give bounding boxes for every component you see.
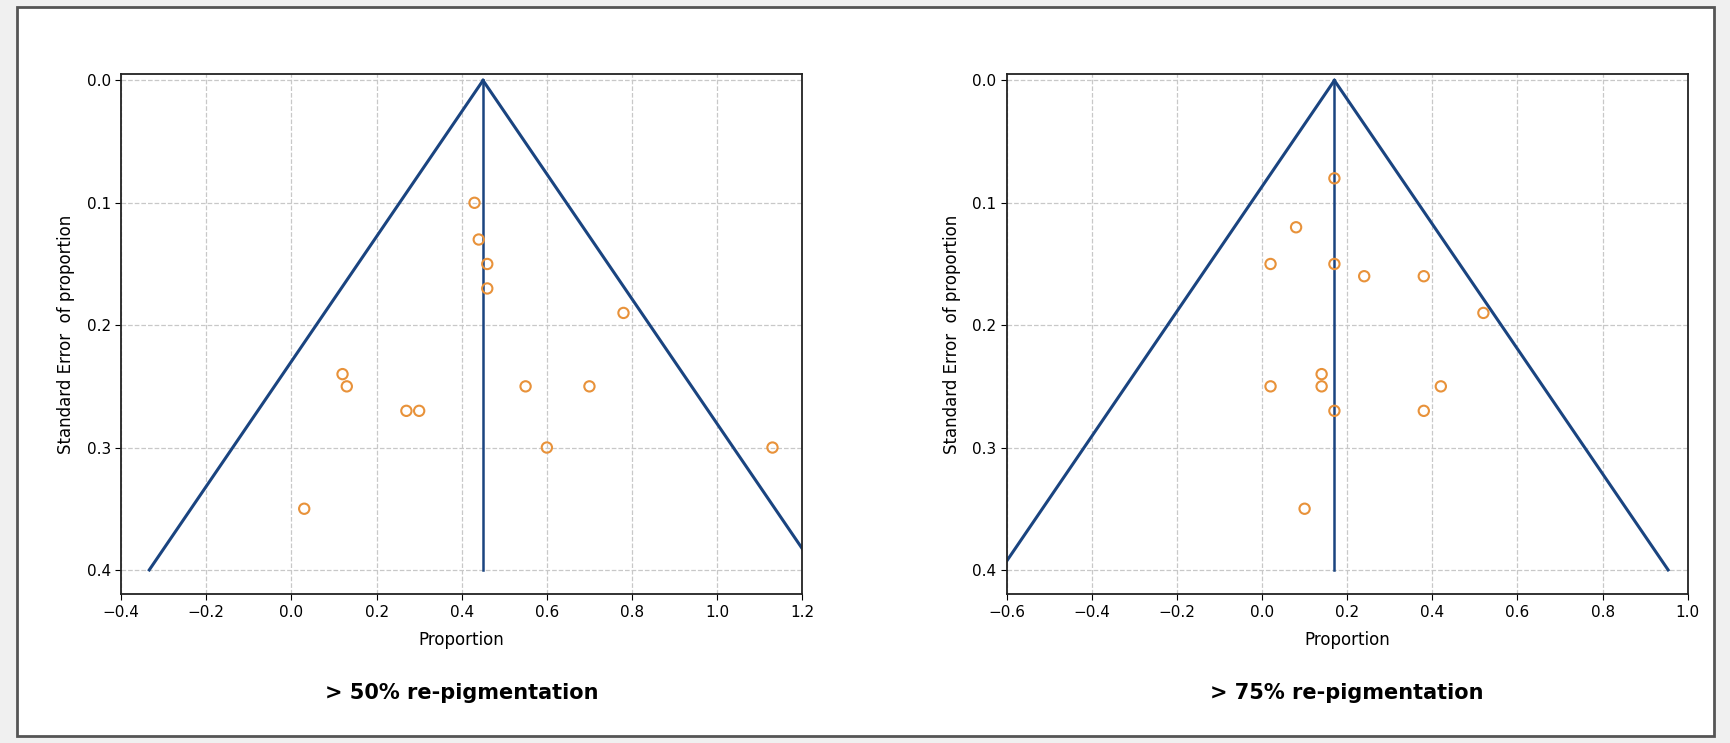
Point — [1469, 307, 1496, 319]
Point — [465, 233, 493, 245]
Point — [576, 380, 604, 392]
Point — [1256, 258, 1284, 270]
Point — [1282, 221, 1310, 233]
Point — [1308, 380, 1336, 392]
Text: > 75% re-pigmentation: > 75% re-pigmentation — [1209, 683, 1483, 703]
Point — [1256, 380, 1284, 392]
Point — [460, 197, 488, 209]
Point — [405, 405, 432, 417]
Point — [1410, 405, 1438, 417]
Point — [1349, 270, 1377, 282]
Point — [512, 380, 540, 392]
Point — [1308, 369, 1336, 380]
Point — [533, 441, 561, 453]
Point — [472, 258, 500, 270]
Point — [1320, 172, 1348, 184]
Point — [332, 380, 360, 392]
Point — [1320, 405, 1348, 417]
Y-axis label: Standard Error  of proportion: Standard Error of proportion — [943, 215, 960, 454]
Text: > 50% re-pigmentation: > 50% re-pigmentation — [325, 683, 599, 703]
Y-axis label: Standard Error  of proportion: Standard Error of proportion — [57, 215, 76, 454]
Point — [609, 307, 637, 319]
X-axis label: Proportion: Proportion — [419, 631, 505, 649]
Point — [291, 503, 318, 515]
Point — [758, 441, 785, 453]
Point — [393, 405, 420, 417]
Point — [1291, 503, 1318, 515]
Point — [472, 282, 500, 294]
Point — [1426, 380, 1453, 392]
Point — [1410, 270, 1438, 282]
Point — [1320, 258, 1348, 270]
Point — [329, 369, 356, 380]
X-axis label: Proportion: Proportion — [1303, 631, 1389, 649]
